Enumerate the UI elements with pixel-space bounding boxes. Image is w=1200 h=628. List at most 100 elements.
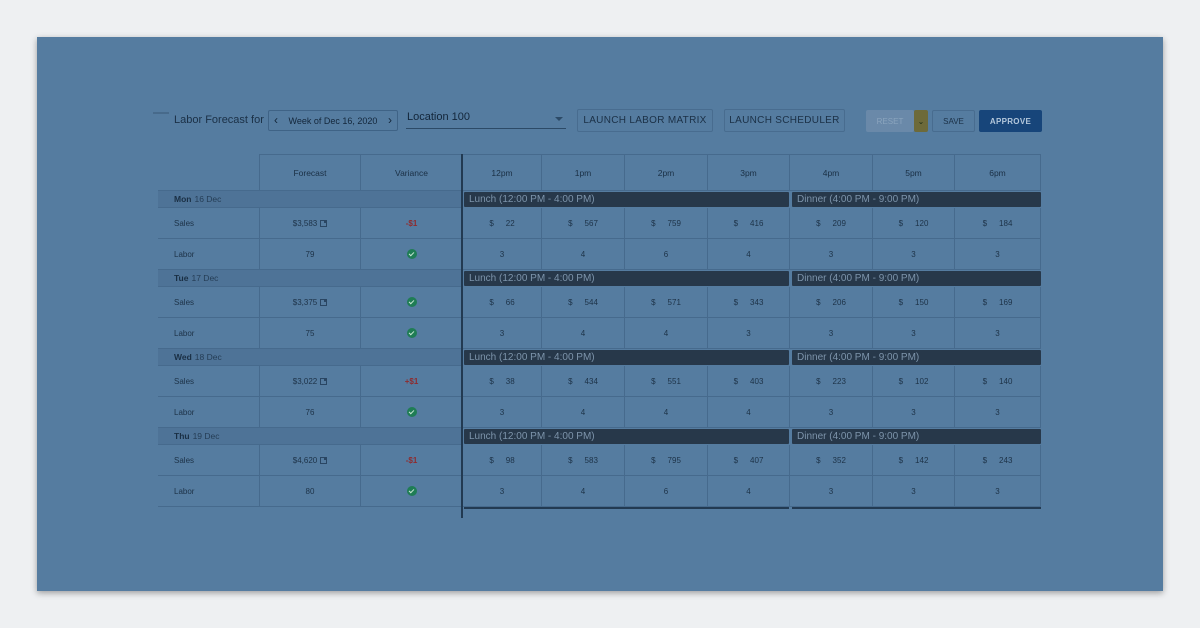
hourly-sales-value: 434 bbox=[584, 376, 598, 386]
variance-cell: -$1 bbox=[361, 208, 463, 239]
currency-symbol: $ bbox=[733, 218, 739, 228]
dinner-period-banner: Dinner (4:00 PM - 9:00 PM) bbox=[792, 271, 1041, 286]
hourly-sales-value: 22 bbox=[505, 218, 515, 228]
variance-value: +$1 bbox=[404, 376, 419, 386]
hourly-labor-cell[interactable]: 4 bbox=[542, 397, 625, 428]
hourly-sales-value: 416 bbox=[750, 218, 764, 228]
variance-cell bbox=[361, 397, 463, 428]
sales-forecast-cell[interactable]: $4,620 bbox=[260, 445, 361, 476]
hourly-sales-cell: $98 bbox=[463, 445, 542, 476]
app-frame bbox=[37, 37, 1163, 591]
column-header-hour: 12pm bbox=[463, 154, 542, 191]
hourly-labor-cell[interactable]: 4 bbox=[708, 476, 790, 507]
hourly-labor-cell[interactable]: 3 bbox=[790, 476, 873, 507]
location-select[interactable]: Location 100 bbox=[406, 111, 566, 129]
hourly-sales-cell: $551 bbox=[625, 366, 708, 397]
external-link-icon[interactable] bbox=[320, 377, 328, 385]
external-link-icon[interactable] bbox=[320, 219, 328, 227]
hourly-sales-value: 407 bbox=[750, 455, 764, 465]
currency-symbol: $ bbox=[898, 218, 904, 228]
currency-symbol: $ bbox=[489, 376, 494, 386]
column-header-forecast: Forecast bbox=[260, 154, 361, 191]
hourly-sales-value: 150 bbox=[915, 297, 929, 307]
location-value: Location 100 bbox=[407, 111, 470, 123]
currency-symbol: $ bbox=[651, 455, 656, 465]
currency-symbol: $ bbox=[651, 297, 656, 307]
hourly-labor-cell[interactable]: 6 bbox=[625, 239, 708, 270]
hourly-labor-cell[interactable]: 4 bbox=[625, 397, 708, 428]
hourly-sales-value: 142 bbox=[915, 455, 929, 465]
variance-cell: -$1 bbox=[361, 445, 463, 476]
hourly-labor-cell[interactable]: 3 bbox=[790, 397, 873, 428]
approve-button[interactable]: APPROVE bbox=[979, 110, 1042, 132]
column-header-variance: Variance bbox=[361, 154, 463, 191]
dinner-period-banner: Dinner (4:00 PM - 9:00 PM) bbox=[792, 350, 1041, 365]
hourly-labor-cell[interactable]: 3 bbox=[873, 318, 955, 349]
hourly-sales-cell: $142 bbox=[873, 445, 955, 476]
currency-symbol: $ bbox=[651, 376, 656, 386]
row-label-labor: Labor bbox=[158, 239, 260, 270]
hourly-labor-cell[interactable]: 4 bbox=[708, 397, 790, 428]
labor-forecast-label: Labor Forecast for bbox=[174, 114, 264, 126]
hourly-sales-value: 544 bbox=[584, 297, 598, 307]
hourly-sales-cell: $567 bbox=[542, 208, 625, 239]
column-header-hour: 6pm bbox=[955, 154, 1041, 191]
hourly-labor-cell[interactable]: 3 bbox=[955, 318, 1041, 349]
reset-button[interactable]: RESET bbox=[866, 110, 914, 132]
hourly-sales-cell: $343 bbox=[708, 287, 790, 318]
variance-cell bbox=[361, 318, 463, 349]
currency-symbol: $ bbox=[651, 218, 656, 228]
row-label-labor: Labor bbox=[158, 476, 260, 507]
hourly-labor-cell[interactable]: 3 bbox=[873, 397, 955, 428]
day-of-week: Wed bbox=[174, 352, 192, 362]
currency-symbol: $ bbox=[489, 455, 494, 465]
external-link-icon[interactable] bbox=[320, 298, 328, 306]
reset-menu-icon[interactable]: ⌄ bbox=[914, 110, 928, 132]
menu-icon[interactable] bbox=[153, 112, 169, 114]
hourly-labor-cell[interactable]: 3 bbox=[955, 239, 1041, 270]
day-date: 17 Dec bbox=[191, 273, 219, 283]
hourly-labor-cell[interactable]: 3 bbox=[463, 476, 542, 507]
sales-forecast-cell[interactable]: $3,022 bbox=[260, 366, 361, 397]
chevron-left-icon[interactable]: ‹ bbox=[274, 113, 278, 127]
sales-forecast-cell[interactable]: $3,583 bbox=[260, 208, 361, 239]
hourly-labor-cell[interactable]: 3 bbox=[463, 318, 542, 349]
hourly-labor-cell[interactable]: 4 bbox=[625, 318, 708, 349]
external-link-icon[interactable] bbox=[320, 456, 328, 464]
hourly-sales-cell: $403 bbox=[708, 366, 790, 397]
column-header-hour: 1pm bbox=[542, 154, 625, 191]
hourly-labor-cell[interactable]: 3 bbox=[708, 318, 790, 349]
save-button[interactable]: SAVE bbox=[932, 110, 975, 132]
hourly-labor-cell[interactable]: 6 bbox=[625, 476, 708, 507]
labor-forecast-cell: 79 bbox=[260, 239, 361, 270]
hourly-sales-value: 184 bbox=[999, 218, 1013, 228]
hourly-labor-cell[interactable]: 3 bbox=[873, 476, 955, 507]
currency-symbol: $ bbox=[816, 455, 821, 465]
row-label-sales: Sales bbox=[158, 208, 260, 239]
variance-cell bbox=[361, 239, 463, 270]
header-corner bbox=[158, 154, 260, 191]
hourly-sales-cell: $416 bbox=[708, 208, 790, 239]
launch-labor-matrix-button[interactable]: LAUNCH LABOR MATRIX bbox=[577, 109, 713, 132]
hourly-sales-cell: $544 bbox=[542, 287, 625, 318]
sales-forecast-cell[interactable]: $3,375 bbox=[260, 287, 361, 318]
hourly-labor-cell[interactable]: 3 bbox=[873, 239, 955, 270]
hourly-sales-value: 759 bbox=[667, 218, 681, 228]
variance-cell bbox=[361, 476, 463, 507]
hourly-sales-cell: $66 bbox=[463, 287, 542, 318]
hourly-labor-cell[interactable]: 4 bbox=[708, 239, 790, 270]
hourly-labor-cell[interactable]: 4 bbox=[542, 239, 625, 270]
hourly-labor-cell[interactable]: 3 bbox=[955, 476, 1041, 507]
hourly-labor-cell[interactable]: 3 bbox=[790, 318, 873, 349]
hourly-labor-cell[interactable]: 3 bbox=[463, 239, 542, 270]
hourly-labor-cell[interactable]: 3 bbox=[790, 239, 873, 270]
hourly-labor-cell[interactable]: 3 bbox=[955, 397, 1041, 428]
currency-symbol: $ bbox=[568, 376, 573, 386]
launch-scheduler-button[interactable]: LAUNCH SCHEDULER bbox=[724, 109, 845, 132]
check-circle-icon bbox=[406, 297, 417, 307]
hourly-labor-cell[interactable]: 4 bbox=[542, 476, 625, 507]
hourly-labor-cell[interactable]: 3 bbox=[463, 397, 542, 428]
hourly-sales-cell: $407 bbox=[708, 445, 790, 476]
hourly-labor-cell[interactable]: 4 bbox=[542, 318, 625, 349]
chevron-right-icon[interactable]: › bbox=[388, 113, 392, 127]
